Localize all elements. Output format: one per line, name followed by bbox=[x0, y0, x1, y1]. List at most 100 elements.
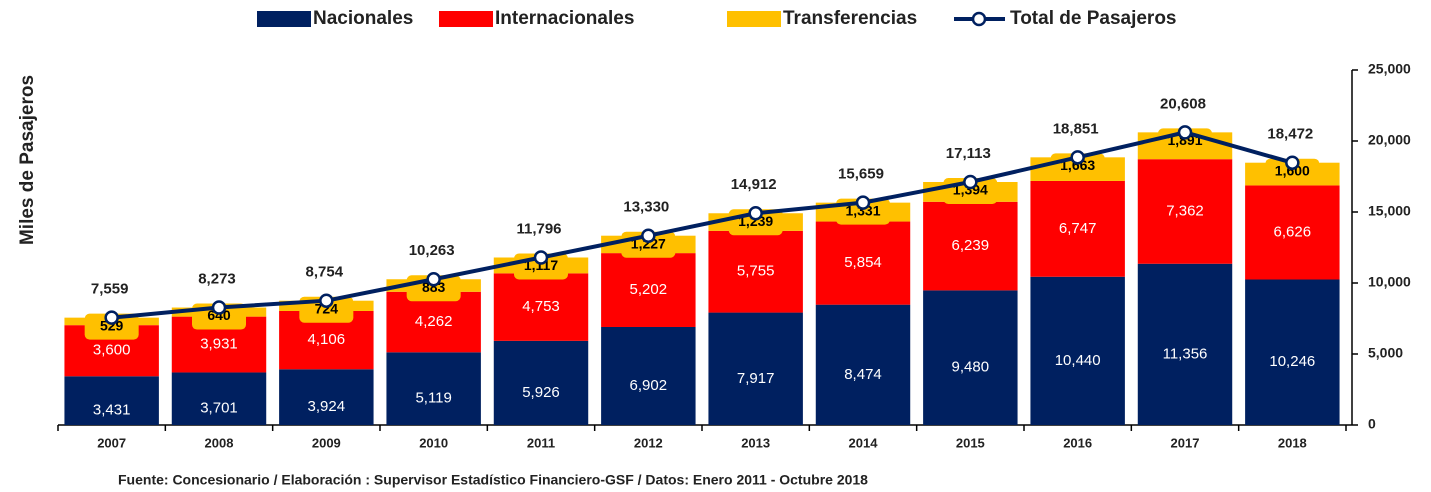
x-tick-label: 2015 bbox=[956, 435, 985, 450]
total-marker bbox=[1070, 150, 1085, 165]
bar-segment bbox=[601, 326, 696, 425]
data-label: 10,246 bbox=[1269, 353, 1315, 370]
data-label: 1,331 bbox=[845, 202, 880, 218]
legend-swatch bbox=[439, 11, 493, 27]
data-label: 7,917 bbox=[737, 370, 775, 387]
data-label: 4,262 bbox=[415, 313, 453, 330]
bar-segment bbox=[815, 304, 911, 425]
data-label: 4,753 bbox=[522, 298, 560, 315]
total-label: 10,263 bbox=[409, 242, 455, 259]
x-tick-label: 2018 bbox=[1278, 435, 1307, 450]
x-tick-label: 2013 bbox=[741, 435, 770, 450]
data-label: 3,931 bbox=[200, 336, 238, 353]
x-tick-label: 2012 bbox=[634, 435, 663, 450]
bar-segment bbox=[1030, 276, 1125, 425]
data-label: 6,747 bbox=[1059, 220, 1097, 237]
total-label: 13,330 bbox=[623, 199, 669, 216]
data-label: 8,474 bbox=[844, 366, 882, 383]
bar-segment bbox=[1137, 263, 1233, 425]
data-label: 3,701 bbox=[200, 400, 238, 417]
total-marker bbox=[855, 195, 871, 210]
bar-segment bbox=[923, 201, 1018, 291]
data-label: 10,440 bbox=[1055, 352, 1101, 369]
y-tick-label: 5,000 bbox=[1368, 345, 1403, 361]
x-tick-label: 2014 bbox=[849, 435, 879, 450]
total-marker bbox=[963, 174, 978, 190]
legend-swatch bbox=[727, 11, 781, 27]
total-label: 7,559 bbox=[91, 281, 129, 298]
bar-segment bbox=[708, 230, 803, 313]
bar-segment bbox=[493, 340, 589, 425]
y-tick-label: 25,000 bbox=[1368, 61, 1411, 77]
total-label: 18,851 bbox=[1053, 120, 1099, 137]
source-note: Fuente: Concesionario / Elaboración : Su… bbox=[118, 472, 868, 488]
x-tick-label: 2017 bbox=[1171, 435, 1200, 450]
bar-segment bbox=[386, 352, 481, 425]
x-tick-label: 2007 bbox=[97, 435, 126, 450]
total-label: 18,472 bbox=[1267, 126, 1313, 143]
x-tick-label: 2010 bbox=[419, 435, 448, 450]
bar-segment bbox=[386, 291, 481, 353]
data-label: 5,926 bbox=[522, 384, 560, 401]
bar-segment bbox=[601, 253, 696, 327]
data-label: 9,480 bbox=[952, 359, 990, 376]
data-label: 3,600 bbox=[93, 342, 131, 359]
total-label: 8,273 bbox=[198, 270, 236, 287]
data-label: 5,119 bbox=[415, 390, 451, 407]
y-tick-label: 20,000 bbox=[1368, 132, 1411, 148]
bar-segment bbox=[708, 312, 803, 425]
legend-label: Transferencias bbox=[783, 8, 917, 29]
x-tick-label: 2011 bbox=[527, 435, 555, 450]
bar-segment bbox=[279, 369, 374, 425]
bar-segment bbox=[64, 376, 159, 425]
bar-segment bbox=[1245, 279, 1340, 425]
total-marker bbox=[533, 250, 549, 265]
data-label: 6,626 bbox=[1274, 223, 1312, 240]
legend-swatch bbox=[257, 11, 311, 27]
y-tick-label: 15,000 bbox=[1368, 203, 1411, 219]
data-label: 1,600 bbox=[1275, 162, 1310, 178]
total-marker bbox=[641, 228, 656, 243]
y-tick-label: 0 bbox=[1368, 416, 1376, 432]
legend-label: Total de Pasajeros bbox=[1010, 8, 1177, 29]
total-label: 20,608 bbox=[1160, 95, 1206, 112]
label-box bbox=[84, 313, 139, 340]
data-label: 7,362 bbox=[1166, 202, 1204, 219]
total-label: 17,113 bbox=[946, 145, 991, 162]
data-label: 6,239 bbox=[952, 237, 990, 254]
data-label: 5,854 bbox=[844, 254, 882, 271]
data-label: 6,902 bbox=[630, 377, 668, 394]
total-line bbox=[111, 130, 1293, 320]
total-marker bbox=[319, 293, 334, 308]
bar-segment bbox=[171, 372, 267, 425]
y-axis-label: Miles de Pasajeros bbox=[17, 75, 38, 245]
total-marker bbox=[1177, 125, 1193, 140]
total-marker bbox=[426, 272, 441, 287]
label-box bbox=[1265, 158, 1320, 185]
x-tick-label: 2008 bbox=[205, 435, 234, 450]
legend-marker bbox=[971, 11, 987, 27]
total-marker bbox=[748, 205, 763, 221]
bar-segment bbox=[1137, 159, 1233, 264]
x-tick-label: 2016 bbox=[1063, 435, 1092, 450]
data-label: 4,106 bbox=[308, 331, 346, 348]
y-tick-label: 10,000 bbox=[1368, 274, 1411, 290]
bar-segment bbox=[1030, 180, 1125, 277]
total-marker bbox=[211, 300, 227, 315]
data-label: 5,755 bbox=[737, 263, 775, 280]
data-label: 3,431 bbox=[93, 402, 131, 419]
total-label: 15,659 bbox=[838, 166, 884, 183]
total-label: 8,754 bbox=[306, 264, 344, 281]
legend-label: Nacionales bbox=[313, 8, 413, 29]
total-label: 11,796 bbox=[516, 220, 561, 237]
total-marker bbox=[1285, 155, 1300, 170]
data-label: 11,356 bbox=[1163, 345, 1208, 362]
data-label: 5,202 bbox=[630, 281, 668, 298]
bar-segment bbox=[1245, 185, 1340, 280]
legend-label: Internacionales bbox=[495, 8, 634, 29]
total-marker bbox=[104, 310, 119, 325]
bar-segment bbox=[493, 273, 589, 341]
bar-segment bbox=[815, 221, 911, 305]
total-label: 14,912 bbox=[731, 176, 777, 193]
